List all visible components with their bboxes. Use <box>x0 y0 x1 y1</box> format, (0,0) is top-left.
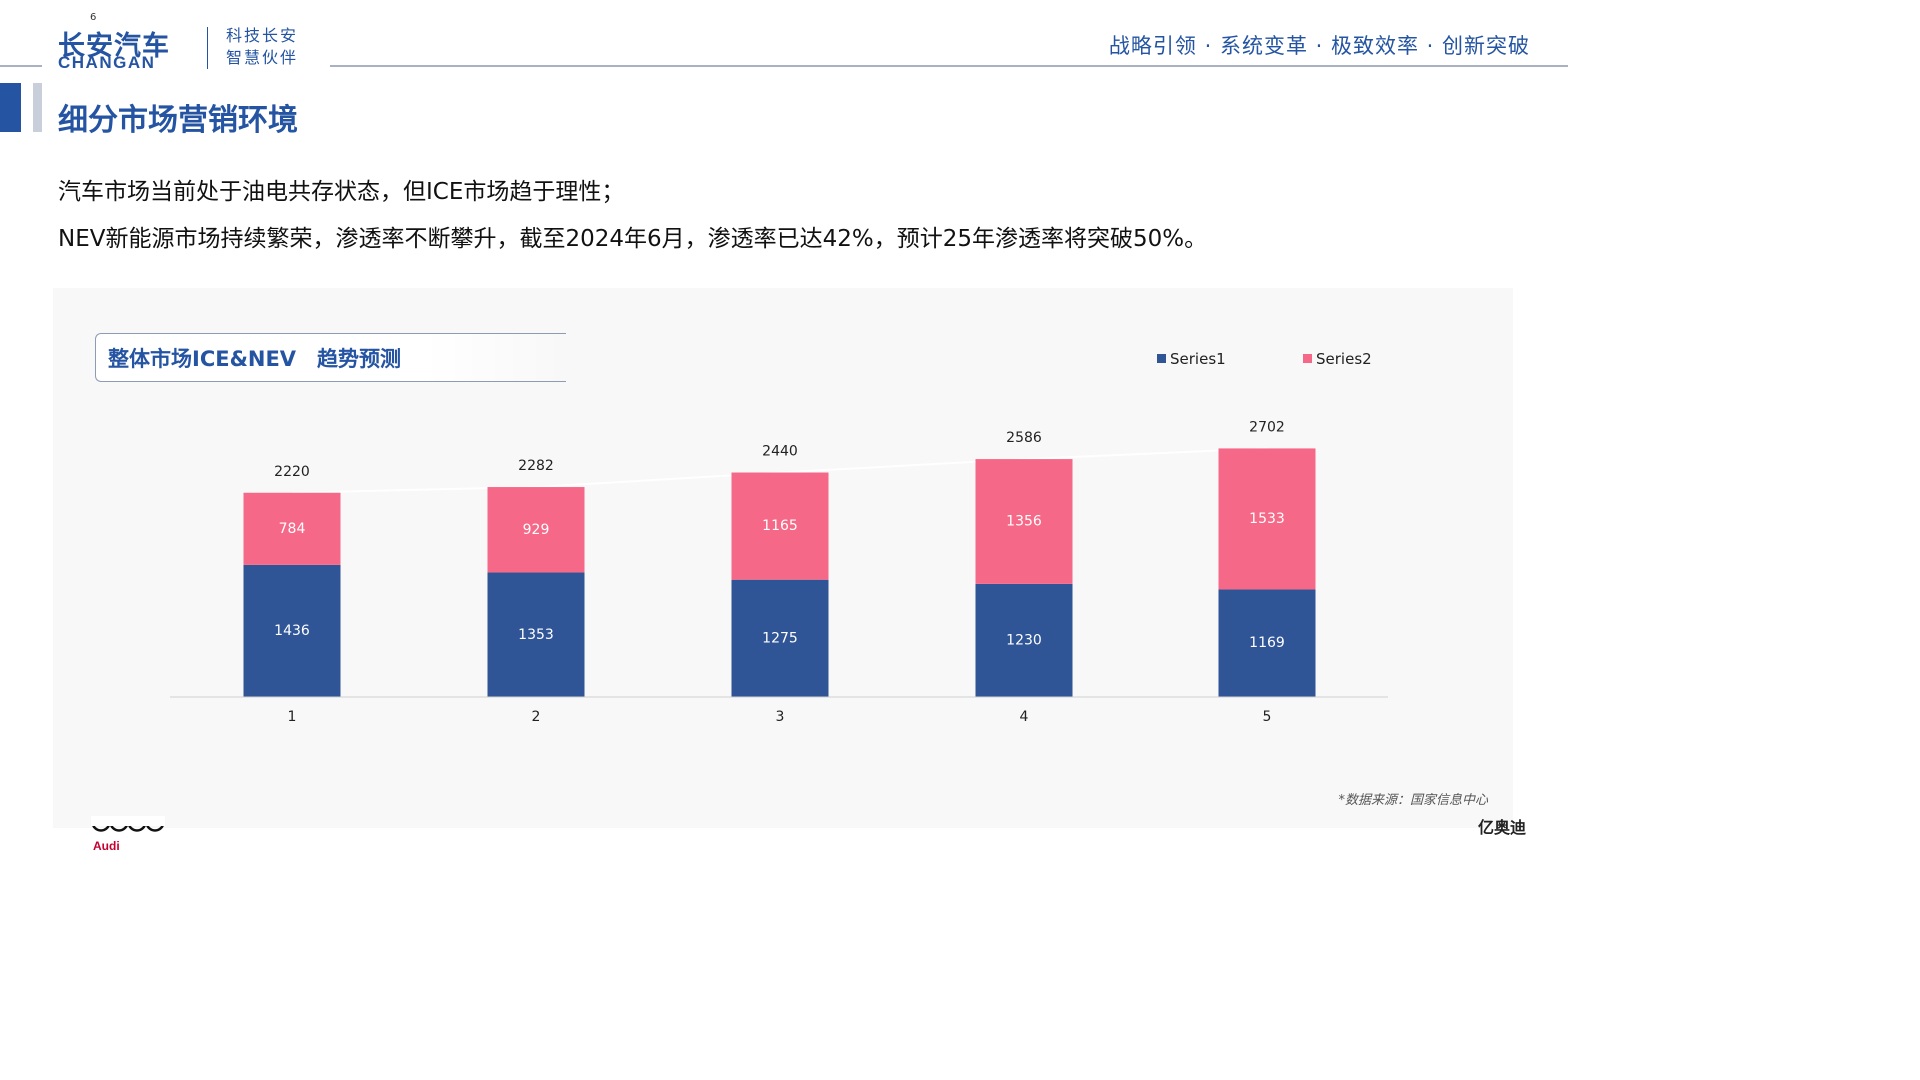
total-label-cat-3: 2440 <box>762 444 798 460</box>
header-divider <box>330 65 1568 67</box>
data-label-series-1-cat-3: 1275 <box>762 630 798 646</box>
page-number: 6 <box>90 12 97 23</box>
data-source-note: *数据来源：国家信息中心 <box>1338 793 1488 808</box>
x-tick-label-2: 2 <box>532 709 541 725</box>
data-label-series-1-cat-5: 1169 <box>1249 635 1285 651</box>
x-tick-label-4: 4 <box>1020 709 1029 725</box>
data-label-series-1-cat-2: 1353 <box>518 627 554 643</box>
tagline: 战略引领 · 系统变革 · 极致效率 · 创新突破 <box>1108 34 1530 58</box>
legend-series-2: Series2 <box>1303 350 1372 368</box>
data-label-series-2-cat-1: 784 <box>279 521 306 537</box>
legend-series-1: Series1 <box>1157 350 1226 368</box>
chart-title-frame <box>95 333 566 382</box>
audi-rings-icon <box>91 816 165 832</box>
logo-english: CHANGAN <box>58 53 156 72</box>
slogan: 科技长安 智慧伙伴 <box>226 25 298 69</box>
title-accent-bar <box>0 83 21 132</box>
chart-title: 整体市场ICE&NEV 趋势预测 <box>108 347 402 371</box>
page-title: 细分市场营销环境 <box>58 103 298 138</box>
legend-swatch-series-2 <box>1303 354 1312 363</box>
footer-right-text: 亿奥迪 <box>1477 818 1526 837</box>
bar-series-2-cat-3 <box>731 472 829 580</box>
bar-series-2-cat-5 <box>1218 448 1316 590</box>
header-divider-left <box>0 65 42 67</box>
slogan-line-1: 科技长安 <box>226 26 299 45</box>
data-label-series-2-cat-5: 1533 <box>1249 511 1285 527</box>
legend-label-series-2: Series2 <box>1316 350 1372 368</box>
bar-series-1-cat-3 <box>731 579 829 697</box>
bar-series-1-cat-4 <box>975 583 1073 697</box>
logo-chinese: 长安汽车 <box>58 31 170 62</box>
x-tick-label-1: 1 <box>288 709 297 725</box>
total-label-cat-1: 2220 <box>274 464 310 480</box>
audi-brand-text: Audi <box>93 839 120 853</box>
bar-series-2-cat-2 <box>487 487 585 573</box>
data-label-series-2-cat-4: 1356 <box>1006 513 1042 529</box>
data-label-series-2-cat-2: 929 <box>523 522 550 538</box>
bar-series-1-cat-1 <box>243 564 341 697</box>
data-label-series-1-cat-4: 1230 <box>1006 632 1042 648</box>
description-line-2: NEV新能源市场持续繁荣，渗透率不断攀升，截至2024年6月，渗透率已达42%，… <box>58 226 1208 252</box>
total-label-cat-5: 2702 <box>1249 419 1285 435</box>
bar-series-2-cat-4 <box>975 459 1073 584</box>
legend-swatch-series-1 <box>1157 354 1166 363</box>
x-tick-label-3: 3 <box>776 709 785 725</box>
slogan-line-2: 智慧伙伴 <box>226 48 299 67</box>
bar-series-1-cat-2 <box>487 572 585 697</box>
data-label-series-2-cat-3: 1165 <box>762 518 798 534</box>
title-accent-bar-light <box>33 83 42 132</box>
bar-series-1-cat-5 <box>1218 589 1316 697</box>
legend-label-series-1: Series1 <box>1170 350 1226 368</box>
total-label-cat-4: 2586 <box>1006 430 1042 446</box>
logo-divider <box>207 27 208 69</box>
data-label-series-1-cat-1: 1436 <box>274 623 310 639</box>
description-line-1: 汽车市场当前处于油电共存状态，但ICE市场趋于理性； <box>58 179 625 205</box>
bar-series-2-cat-1 <box>243 492 341 565</box>
stacked-bar-chart: 1436 784 2220 1 1353 929 2282 2 1275 1165 2440 3 123… <box>170 419 1388 725</box>
x-tick-label-5: 5 <box>1263 709 1272 725</box>
total-label-cat-2: 2282 <box>518 458 554 474</box>
